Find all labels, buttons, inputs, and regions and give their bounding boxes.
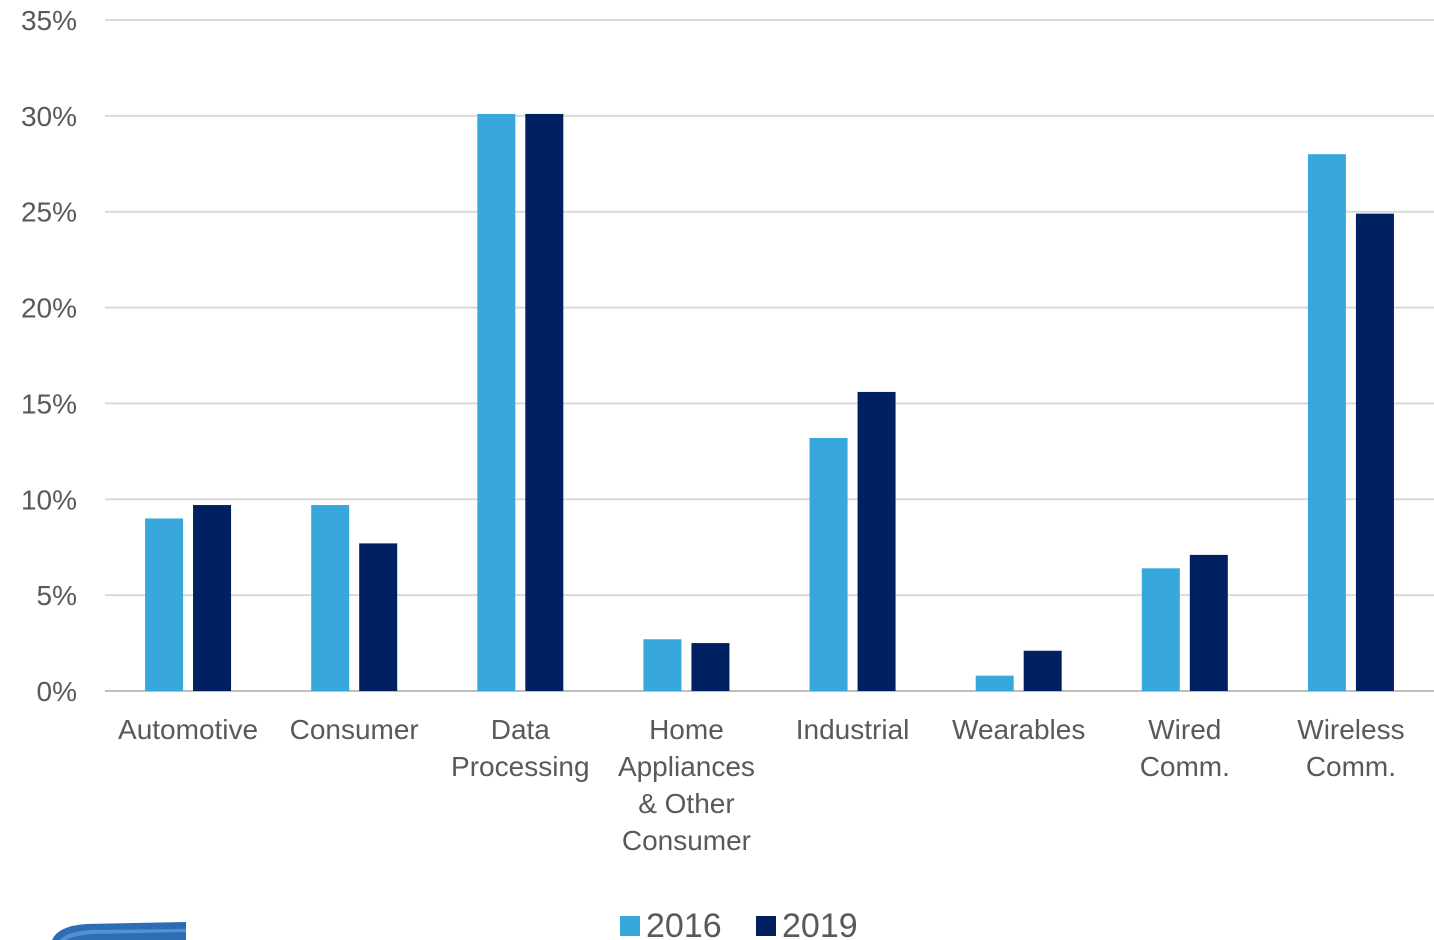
gridlines [105,19,1434,692]
y-tick-label: 30% [21,101,77,132]
legend-swatch-2019 [756,916,776,936]
y-axis-ticks: 0% 5% 10% 15% 20% 25% 30% 35% [21,5,77,707]
y-tick-label: 5% [37,580,77,611]
y-tick-label: 15% [21,388,77,419]
x-category-label: Consumer [290,714,419,745]
bar-2016-3 [643,639,682,691]
bar-2016-1 [311,505,350,691]
x-category-label: Data Processing [451,714,590,782]
y-tick-label: 10% [21,484,77,515]
bar-2019-7 [1355,213,1394,692]
y-tick-label: 25% [21,197,77,228]
y-tick-label: 35% [21,5,77,36]
bar-2019-2 [525,113,564,691]
bar-2019-0 [193,505,232,691]
bar-2019-6 [1189,554,1228,691]
bar-2016-6 [1141,568,1180,691]
bar-2019-4 [857,391,896,691]
x-category-label: Wireless Comm. [1297,714,1404,782]
y-tick-label: 0% [37,676,77,707]
bar-2016-4 [809,437,848,691]
bar-2016-7 [1307,154,1346,691]
x-axis-labels: Automotive Consumer Data Processing Home Appl… [118,714,1405,856]
x-category-label: Wearables [952,714,1085,745]
bar-2019-5 [1023,650,1062,691]
x-category-label: Wired Comm. [1140,714,1230,782]
bar-2019-1 [359,543,398,691]
x-category-label: Industrial [796,714,910,745]
legend-label-2016: 2016 [646,907,722,940]
y-tick-label: 20% [21,293,77,324]
legend-label-2019: 2019 [782,907,858,940]
legend: 2016 2019 [620,907,858,940]
company-logo-icon [52,922,186,940]
bar-2016-2 [477,113,516,691]
bar-2019-3 [691,643,730,691]
bars [145,113,1394,692]
bar-2016-0 [145,518,184,691]
x-category-label: Home Appliances & Other Consumer [618,714,755,856]
legend-swatch-2016 [620,916,640,936]
bar-2016-5 [975,675,1014,691]
logo-highlight [60,929,186,940]
x-category-label: Automotive [118,714,258,745]
